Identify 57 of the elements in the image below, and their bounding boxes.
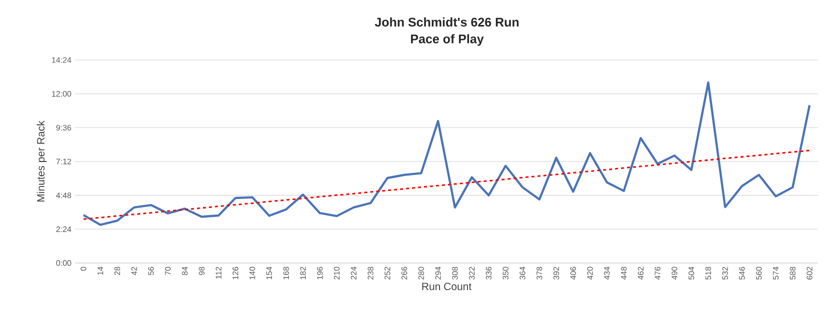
x-tick-label: 546 — [739, 266, 745, 280]
y-tick-label: 9:36 — [56, 124, 72, 130]
x-tick-label: 364 — [520, 266, 526, 280]
x-tick-label: 84 — [182, 266, 188, 276]
x-tick-label: 476 — [654, 266, 660, 280]
x-tick-label: 56 — [148, 266, 154, 276]
x-tick-label: 28 — [114, 266, 120, 276]
x-tick-label: 252 — [384, 266, 390, 280]
x-tick-label: 210 — [334, 266, 340, 280]
y-tick-label: 4:48 — [56, 192, 72, 198]
x-tick-label: 490 — [672, 266, 678, 280]
x-tick-label: 560 — [756, 266, 762, 280]
x-tick-label: 98 — [198, 266, 204, 276]
x-tick-label: 308 — [452, 266, 458, 280]
chart-title: John Schmidt's 626 Run — [374, 17, 519, 27]
x-tick-label: 266 — [401, 266, 408, 280]
x-tick-label: 140 — [249, 266, 256, 280]
x-tick-label: 182 — [300, 266, 306, 280]
y-tick-label: 14:24 — [52, 57, 72, 63]
line-series — [82, 81, 811, 226]
x-tick-label: 70 — [165, 266, 171, 276]
line-series — [82, 150, 810, 220]
y-axis-title: Minutes per Rack — [36, 120, 47, 202]
x-tick-label: 378 — [536, 266, 542, 280]
x-tick-label: 392 — [553, 266, 560, 280]
chart-subtitle: Pace of Play — [411, 34, 484, 46]
x-tick-label: 196 — [317, 266, 323, 280]
x-tick-label: 588 — [790, 266, 796, 280]
y-tick-label: 0:00 — [56, 260, 72, 266]
x-tick-label: 0 — [80, 266, 86, 271]
x-tick-label: 238 — [368, 266, 374, 280]
y-tick-label: 7:12 — [56, 158, 72, 164]
x-tick-label: 518 — [705, 266, 712, 280]
x-tick-label: 280 — [418, 266, 424, 280]
x-tick-label: 126 — [232, 266, 238, 280]
x-tick-label: 350 — [502, 266, 508, 280]
x-tick-label: 434 — [604, 266, 610, 280]
x-tick-label: 602 — [806, 266, 812, 280]
x-tick-label: 112 — [216, 266, 222, 279]
x-tick-label: 336 — [486, 266, 492, 280]
x-tick-label: 504 — [688, 266, 694, 280]
x-tick-label: 532 — [722, 266, 728, 280]
x-tick-label: 448 — [620, 266, 627, 280]
x-tick-label: 168 — [283, 266, 289, 280]
x-tick-label: 14 — [98, 266, 104, 275]
x-tick-label: 224 — [350, 266, 356, 280]
x-tick-label: 42 — [131, 266, 137, 276]
y-tick-label: 2:24 — [56, 226, 72, 232]
x-tick-label: 574 — [772, 266, 779, 280]
x-tick-label: 420 — [587, 266, 593, 280]
y-tick-label: 12:00 — [52, 90, 72, 97]
x-axis-title: Run Count — [422, 282, 472, 290]
x-tick-label: 322 — [469, 266, 475, 280]
x-tick-label: 406 — [570, 266, 576, 280]
x-tick-label: 462 — [638, 266, 644, 280]
x-tick-label: 154 — [266, 266, 272, 280]
x-tick-label: 294 — [435, 266, 441, 280]
